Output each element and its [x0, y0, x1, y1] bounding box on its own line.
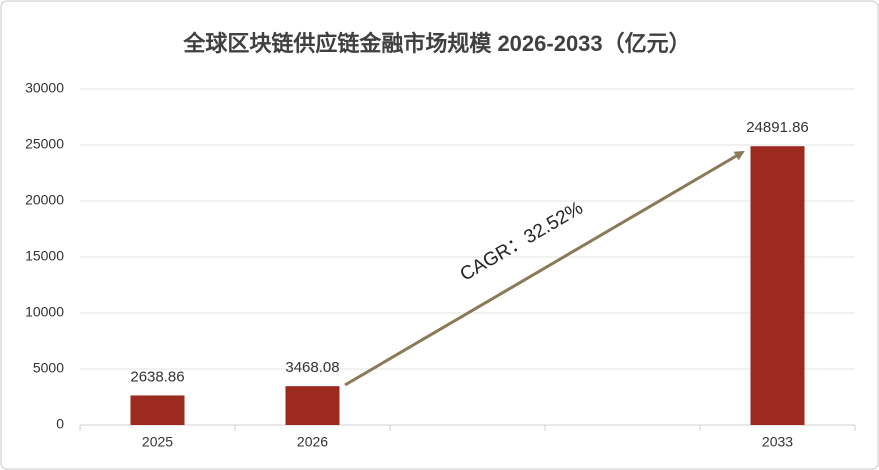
data-label: 24891.86	[746, 119, 809, 136]
bar	[750, 146, 805, 425]
bar	[285, 386, 340, 425]
chart-title: 全球区块链供应链金融市场规模 2026-2033（亿元）	[182, 31, 690, 56]
x-tick-label: 2033	[762, 434, 793, 450]
x-tick-label: 2025	[142, 434, 173, 450]
cagr-arrow	[344, 150, 745, 387]
data-label: 3468.08	[285, 359, 339, 376]
x-tick-label: 2026	[297, 434, 328, 450]
y-tick-label: 30000	[25, 80, 64, 96]
y-tick-label: 20000	[25, 192, 64, 208]
y-tick-label: 0	[56, 416, 64, 432]
y-tick-label: 10000	[25, 304, 64, 320]
data-label: 2638.86	[130, 368, 184, 385]
y-tick-label: 25000	[25, 136, 64, 152]
bar	[130, 395, 185, 425]
y-tick-label: 5000	[33, 360, 64, 376]
plot-area: 0 5000 10000 15000 20000 25000 30000 2025 2638.8…	[25, 80, 856, 450]
y-tick-label: 15000	[25, 248, 64, 264]
